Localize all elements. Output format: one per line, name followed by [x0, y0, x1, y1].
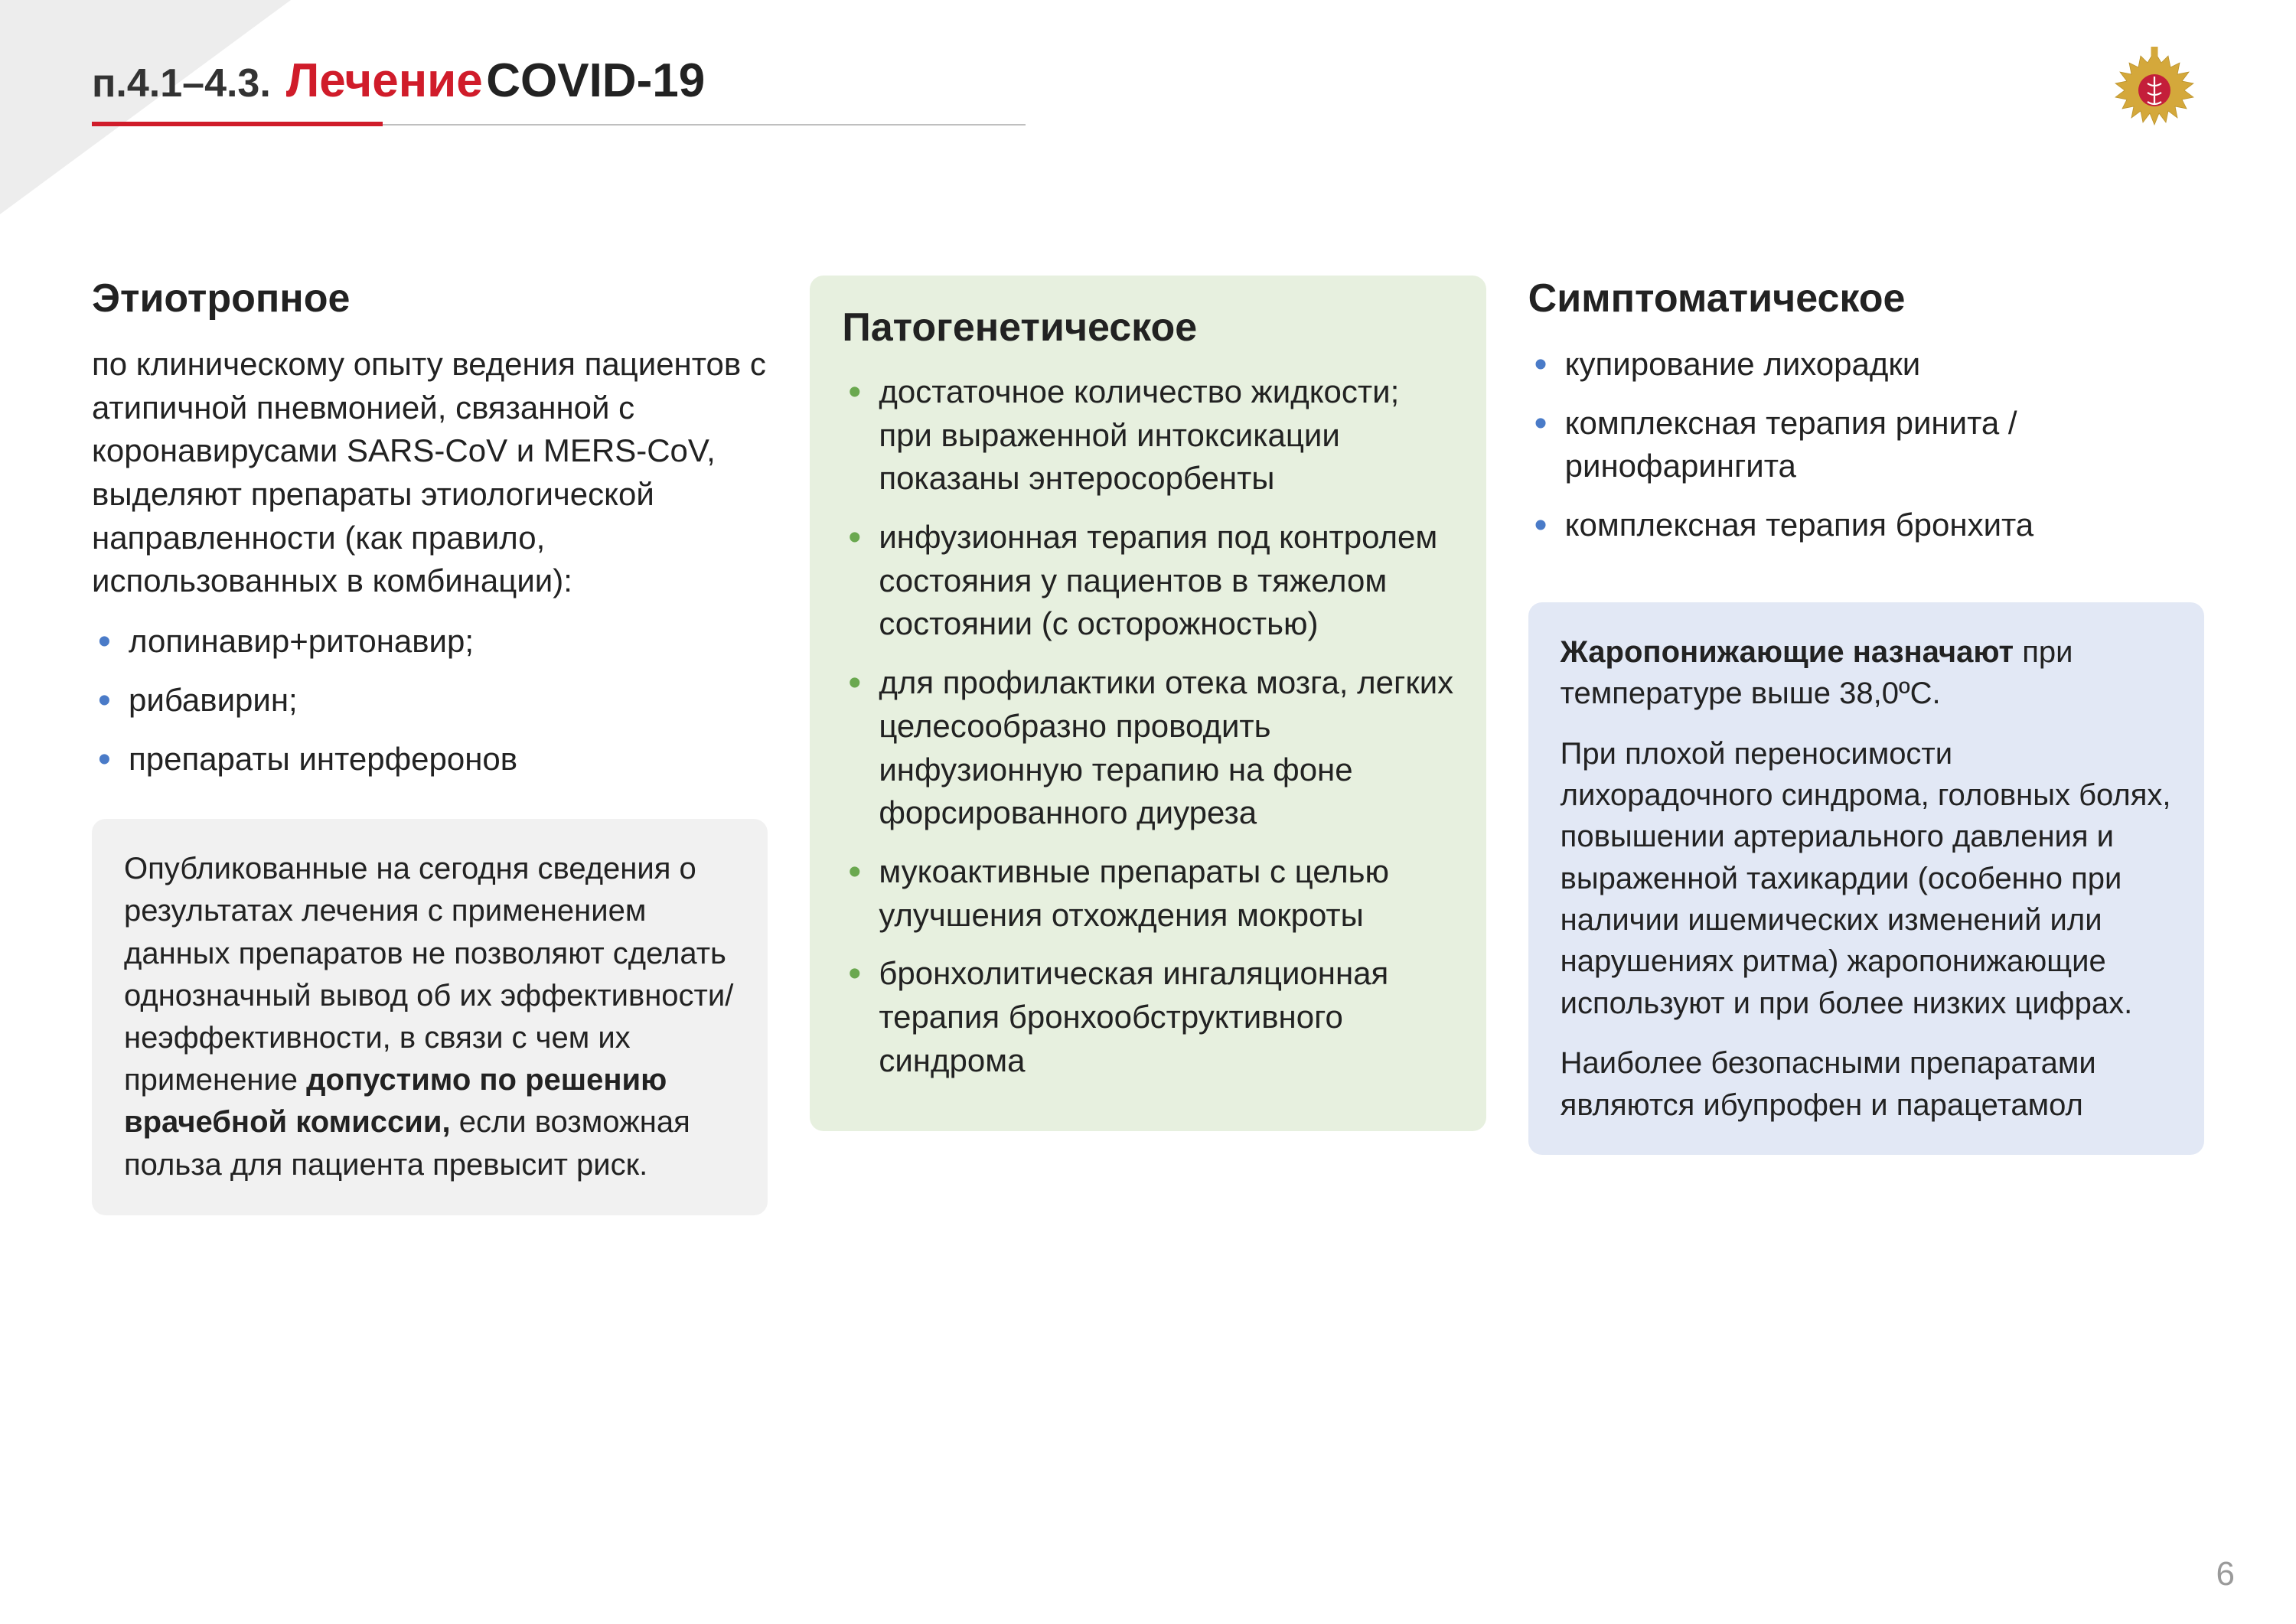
symptomatic-list: купирование лихорадки комплексная терапи… — [1528, 343, 2204, 563]
russian-health-ministry-emblem-icon — [2097, 42, 2212, 157]
note-bold: Жаропонижающие назначают — [1561, 635, 2014, 669]
list-item: мукоактивные препараты с целью улучшения… — [842, 850, 1453, 937]
list-item: лопинавир+ритонавир; — [92, 620, 768, 664]
list-item: комплексная терапия бронхита — [1528, 504, 2204, 547]
column-title-pathogenetic: Патогенетическое — [842, 305, 1453, 351]
list-item: инфузионная терапия под контролем состоя… — [842, 516, 1453, 646]
title-underline — [92, 122, 1026, 126]
etiotropic-note-panel: Опубликованные на сегодня сведения о рез… — [92, 819, 768, 1215]
list-item: рибавирин; — [92, 679, 768, 722]
column-title-etiotropic: Этиотропное — [92, 276, 768, 321]
title-red: Лечение — [286, 54, 483, 107]
note-text-pre: Опубликованные на сегодня сведения о рез… — [124, 852, 733, 1097]
column-title-symptomatic: Симптоматическое — [1528, 276, 2204, 321]
symptomatic-note-panel: Жаропонижающие назначают при температуре… — [1528, 602, 2204, 1155]
list-item: купирование лихорадки — [1528, 343, 2204, 386]
note-paragraph: При плохой переносимости лихорадочного с… — [1561, 733, 2172, 1025]
etiotropic-list: лопинавир+ритонавир; рибавирин; препарат… — [92, 620, 768, 796]
column-symptomatic: Симптоматическое купирование лихорадки к… — [1528, 276, 2204, 1215]
title-line: п.4.1–4.3. Лечение COVID-19 — [92, 54, 2204, 108]
list-item: комплексная терапия ринита / ринофаринги… — [1528, 402, 2204, 488]
list-item: для профилактики отека мозга, легких цел… — [842, 661, 1453, 835]
content-columns: Этиотропное по клиническому опыту ведени… — [92, 276, 2204, 1215]
list-item: бронхолитическая ингаляционная терапия б… — [842, 952, 1453, 1082]
note-paragraph: Жаропонижающие назначают при температуре… — [1561, 631, 2172, 715]
column-pathogenetic: Патогенетическое достаточное количество … — [810, 276, 1486, 1215]
title-black: COVID-19 — [486, 54, 705, 107]
pathogenetic-panel: Патогенетическое достаточное количество … — [810, 276, 1486, 1131]
underline-red — [92, 122, 383, 126]
note-paragraph: Наиболее безопасными препаратами являютс… — [1561, 1042, 2172, 1126]
page-number: 6 — [2216, 1555, 2235, 1593]
title-prefix: п.4.1–4.3. — [92, 60, 271, 106]
slide-header: п.4.1–4.3. Лечение COVID-19 — [92, 54, 2204, 126]
title-main: Лечение COVID-19 — [286, 54, 705, 108]
list-item: препараты интерферонов — [92, 738, 768, 781]
pathogenetic-list: достаточное количество жидкости; при выр… — [842, 370, 1453, 1082]
etiotropic-intro: по клиническому опыту ведения пациентов … — [92, 343, 768, 603]
list-item: достаточное количество жидкости; при выр… — [842, 370, 1453, 501]
column-etiotropic: Этиотропное по клиническому опыту ведени… — [92, 276, 768, 1215]
